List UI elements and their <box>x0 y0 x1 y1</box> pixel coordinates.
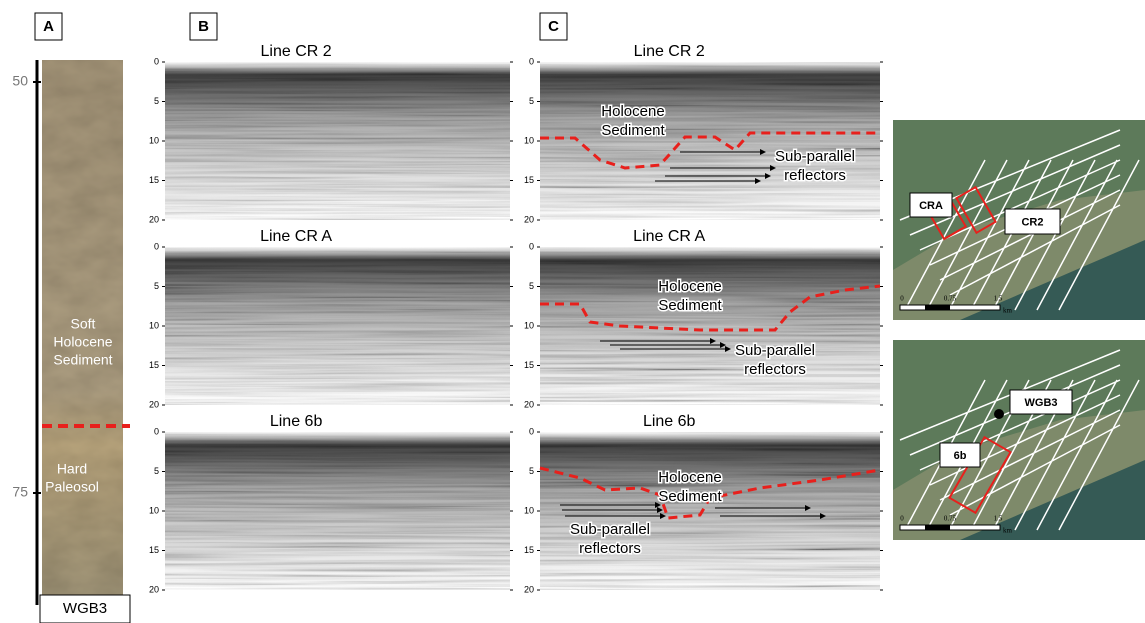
line-title: Line 6b <box>270 413 323 430</box>
scale-label: 1.5 <box>994 295 1003 303</box>
unit-label: Paleosol <box>45 479 99 495</box>
depth-tick-label: 0 <box>529 241 534 251</box>
scale-label: 0 <box>900 295 904 303</box>
figure: A 50 75 Soft Holocene Sediment Hard Pale… <box>0 0 1145 623</box>
panel-label: C <box>548 18 559 35</box>
reflector-label: reflectors <box>744 361 806 378</box>
depth-tick-label: 10 <box>524 135 534 145</box>
line-title: Line CR A <box>260 228 332 245</box>
panel-label: B <box>198 18 209 35</box>
depth-tick-label: 5 <box>154 96 159 106</box>
reflector-label: Sub-parallel <box>775 148 855 165</box>
depth-tick-label: 10 <box>149 505 159 515</box>
depth-tick-label: 5 <box>529 466 534 476</box>
scale-bar-seg <box>925 305 950 310</box>
core-site <box>994 409 1004 419</box>
depth-tick-label: 0 <box>529 426 534 436</box>
seismic-shade <box>165 432 510 590</box>
depth-label: 50 <box>12 73 28 89</box>
depth-tick-label: 5 <box>154 466 159 476</box>
depth-tick-label: 15 <box>149 545 159 555</box>
sediment-label: Sediment <box>658 488 722 505</box>
depth-tick-label: 10 <box>524 505 534 515</box>
depth-tick-label: 15 <box>149 360 159 370</box>
map: CRA CR2 0 0.75 1.5km <box>893 120 1145 320</box>
unit-label: Sediment <box>53 352 112 368</box>
depth-tick-label: 20 <box>149 584 159 594</box>
line-title: Line CR 2 <box>261 43 332 60</box>
depth-tick-label: 20 <box>524 584 534 594</box>
seismic-shade <box>165 247 510 405</box>
scale-label: 0 <box>900 515 904 523</box>
map: WGB3 6b 0 0.75 1.5km <box>893 340 1145 540</box>
sediment-label: Holocene <box>658 469 721 486</box>
panel-a: A 50 75 Soft Holocene Sediment Hard Pale… <box>12 13 130 623</box>
scale-label: 1.5 <box>994 515 1003 523</box>
seismic-panel: Line CR A 0 5 10 15 20 <box>149 228 513 409</box>
line-title: Line 6b <box>643 413 696 430</box>
depth-tick-label: 5 <box>154 281 159 291</box>
seismic-panel: Line CR 2 0 5 10 15 20 <box>149 43 513 224</box>
seismic-panel: Line CR A 0 5 10 15 20 Holocene Sub-parallel Sed… <box>524 228 883 409</box>
line-title: Line CR A <box>633 228 705 245</box>
seismic-shade <box>165 62 510 220</box>
map-label: CRA <box>919 200 943 212</box>
sediment-label: Sediment <box>601 122 665 139</box>
panel-label: A <box>43 18 54 35</box>
sediment-label: Sediment <box>658 297 722 314</box>
depth-tick-label: 20 <box>524 399 534 409</box>
map-label: CR2 <box>1021 216 1043 228</box>
depth-tick-label: 15 <box>149 175 159 185</box>
scale-label: 0.75 <box>944 515 957 523</box>
reflector-label: Sub-parallel <box>735 342 815 359</box>
depth-tick-label: 5 <box>529 96 534 106</box>
sediment-label: Holocene <box>658 278 721 295</box>
scale-unit: km <box>1003 527 1013 535</box>
unit-label: Soft <box>71 316 96 332</box>
seismic-shade <box>540 432 880 590</box>
depth-tick-label: 10 <box>149 320 159 330</box>
seismic-panel: Line 6b 0 5 10 15 20 Holocene Sub-parallel Sedim… <box>524 413 883 594</box>
depth-tick-label: 15 <box>524 175 534 185</box>
sediment-label: Holocene <box>601 103 664 120</box>
reflector-label: reflectors <box>784 167 846 184</box>
line-title: Line CR 2 <box>634 43 705 60</box>
seismic-shade <box>540 247 880 405</box>
depth-tick-label: 0 <box>154 56 159 66</box>
seismic-panel: Line 6b 0 5 10 15 20 <box>149 413 513 594</box>
depth-tick-label: 0 <box>529 56 534 66</box>
depth-tick-label: 20 <box>524 214 534 224</box>
core-label: WGB3 <box>63 600 107 617</box>
depth-tick-label: 10 <box>524 320 534 330</box>
depth-tick-label: 20 <box>149 214 159 224</box>
seismic-shade <box>540 62 880 220</box>
depth-tick-label: 15 <box>524 545 534 555</box>
reflector-label: Sub-parallel <box>570 521 650 538</box>
map-label: WGB3 <box>1025 397 1058 409</box>
depth-tick-label: 10 <box>149 135 159 145</box>
seismic-panel: Line CR 2 0 5 10 15 20 Holocene Sub-parallel Sed… <box>524 43 883 224</box>
unit-label: Hard <box>57 461 87 477</box>
depth-tick-label: 15 <box>524 360 534 370</box>
scale-bar-seg <box>925 525 950 530</box>
reflector-label: reflectors <box>579 540 641 557</box>
scale-unit: km <box>1003 307 1013 315</box>
depth-tick-label: 5 <box>529 281 534 291</box>
unit-label: Holocene <box>53 334 112 350</box>
depth-tick-label: 0 <box>154 241 159 251</box>
depth-tick-label: 0 <box>154 426 159 436</box>
depth-tick-label: 20 <box>149 399 159 409</box>
scale-label: 0.75 <box>944 295 957 303</box>
map-label: 6b <box>954 450 967 462</box>
depth-label: 75 <box>12 484 28 500</box>
